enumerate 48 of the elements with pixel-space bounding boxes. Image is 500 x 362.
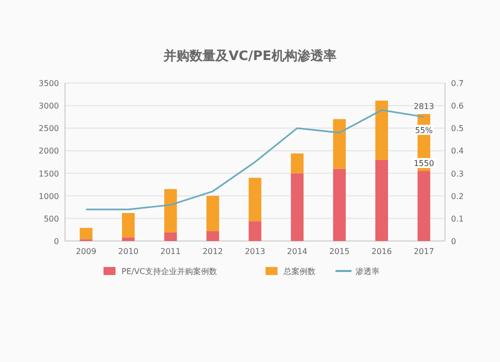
y2-tick-label: 0.7 [451, 79, 464, 88]
x-tick-label: 2014 [287, 247, 308, 256]
y-tick-label: 1000 [38, 192, 59, 201]
x-tick-label: 2015 [329, 247, 350, 256]
data-label: 55% [415, 126, 434, 135]
y-tick-label: 3000 [38, 102, 59, 111]
x-tick-label: 2011 [160, 247, 181, 256]
legend-label: PE/VC支持企业并购案例数 [122, 267, 218, 276]
bar [80, 228, 92, 240]
y2-tick-label: 0 [451, 237, 456, 246]
bar [248, 178, 262, 222]
y2-tick-label: 0.2 [451, 192, 464, 201]
y-tick-label: 1500 [38, 169, 59, 178]
bar [290, 153, 304, 174]
y-tick-label: 2500 [38, 124, 59, 134]
y-tick-label: 500 [44, 214, 59, 224]
legend-label: 总案例数 [282, 267, 316, 276]
bar [248, 221, 262, 241]
y2-tick-label: 0.3 [451, 169, 464, 178]
y2-tick-label: 0.4 [451, 146, 464, 156]
y2-tick-label: 0.5 [451, 124, 464, 134]
bar [206, 196, 220, 232]
bar [375, 160, 388, 241]
y2-tick-label: 0.1 [451, 214, 464, 224]
bar [418, 171, 430, 241]
bar [164, 189, 177, 232]
bar [290, 173, 304, 241]
y-tick-label: 2000 [38, 146, 59, 156]
legend-label: 渗透率 [356, 267, 380, 276]
chart-title: 并购数量及VC/PE机构渗透率 [162, 48, 336, 64]
bar [122, 213, 135, 238]
y2-tick-label: 0.6 [451, 102, 464, 111]
bar [206, 231, 220, 241]
x-tick-label: 2013 [244, 247, 266, 256]
x-tick-label: 2016 [371, 247, 392, 256]
x-tick-label: 2010 [118, 247, 139, 256]
bar [164, 232, 177, 241]
bar [375, 100, 388, 160]
x-tick-label: 2009 [76, 247, 96, 256]
bar [333, 119, 346, 169]
y-tick-label: 3500 [38, 79, 59, 88]
bar [333, 168, 346, 241]
data-label: 1550 [414, 159, 434, 168]
bar [122, 237, 135, 241]
x-tick-label: 2012 [202, 247, 223, 256]
y-tick-label: 0 [54, 237, 59, 246]
x-tick-label: 2017 [414, 247, 434, 256]
total-label: 2813 [414, 102, 434, 112]
